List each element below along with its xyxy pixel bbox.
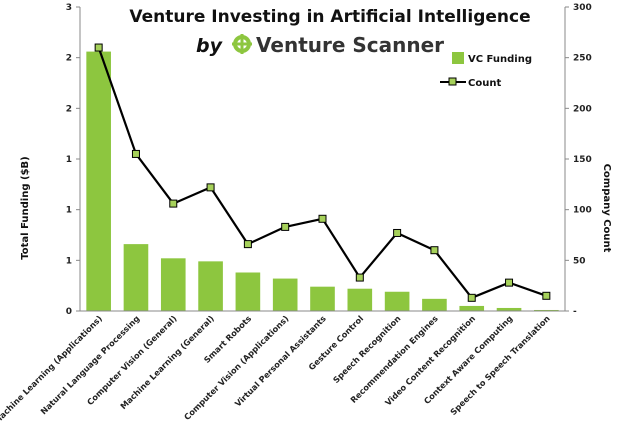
y2-tick-label: 250: [573, 54, 592, 64]
bar: [198, 261, 223, 311]
byline: by: [196, 35, 224, 57]
count-marker: [318, 214, 327, 223]
count-marker: [505, 278, 514, 287]
y2-tick-label: 150: [573, 155, 592, 165]
bar: [384, 291, 410, 311]
bar: [347, 288, 373, 311]
legend-marker-count: [448, 77, 457, 86]
bar: [310, 286, 335, 311]
bar: [534, 309, 559, 311]
bar: [160, 258, 186, 311]
count-marker: [467, 293, 476, 302]
legend: VC Funding Count: [440, 52, 532, 89]
y2-tick-label: 50: [573, 256, 586, 266]
chart-title: Venture Investing in Artificial Intellig…: [129, 7, 530, 27]
count-marker: [281, 222, 290, 231]
bar: [459, 305, 485, 311]
y-axis-right: - 50 100 150 200 250 300: [564, 3, 592, 317]
y-tick-label: 1: [66, 155, 72, 165]
y2-tick-label: 100: [573, 206, 592, 216]
count-marker: [393, 228, 402, 237]
bar-series: [86, 51, 559, 311]
y-tick-label: 2: [66, 54, 72, 64]
bar: [422, 298, 447, 311]
count-marker: [430, 246, 439, 255]
y2-tick-label: 300: [573, 3, 592, 13]
legend-swatch-vc-funding: [452, 52, 464, 64]
venture-scanner-logo-icon: [232, 34, 252, 54]
legend-label-count: Count: [468, 78, 501, 89]
y-tick-label: 0: [66, 307, 72, 317]
count-marker: [355, 273, 364, 282]
y2-tick-label: 200: [573, 104, 592, 114]
y-axis-left: 0 1 1 1 2 2 3: [66, 3, 81, 317]
count-marker: [243, 240, 252, 249]
count-marker: [131, 149, 140, 158]
y2-tick-label: -: [573, 307, 577, 317]
y-axis-label: Total Funding ($B): [20, 156, 31, 259]
brand-name: Venture Scanner: [256, 33, 444, 57]
brand-line: by Venture Scanner: [196, 33, 444, 57]
count-marker: [169, 199, 178, 208]
legend-label-vc-funding: VC Funding: [468, 54, 532, 65]
y-tick-label: 1: [66, 206, 72, 216]
count-marker: [94, 43, 103, 52]
bar: [272, 278, 298, 311]
x-tick-label: Speech Recognition: [331, 313, 403, 385]
bar: [235, 272, 261, 311]
line-series: [94, 43, 551, 302]
count-marker: [542, 291, 551, 300]
y-tick-label: 1: [66, 256, 72, 266]
bar: [123, 244, 149, 311]
bar: [86, 51, 111, 311]
y-tick-label: 3: [66, 3, 72, 13]
bar: [496, 307, 522, 311]
y2-axis-label: Company Count: [601, 164, 612, 253]
x-axis: Machine Learning (Applications)Natural L…: [0, 310, 565, 425]
count-marker: [206, 183, 215, 192]
y-tick-label: 2: [66, 104, 72, 114]
